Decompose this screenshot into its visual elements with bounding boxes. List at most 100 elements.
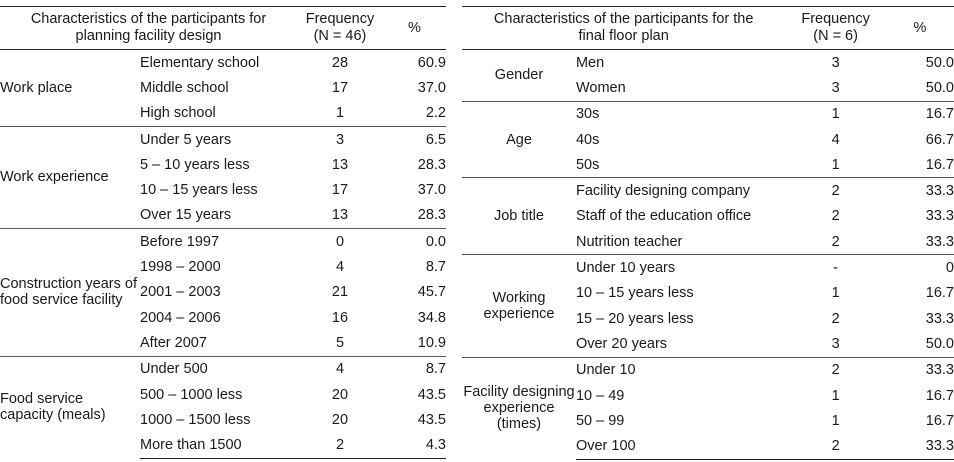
frequency-cell: 4 — [297, 355, 383, 382]
percent-cell: 45.7 — [417, 284, 446, 301]
category-cell: Under 5 years — [140, 125, 297, 153]
group-label: Age — [462, 100, 576, 178]
table-row: After 2007 5 10.9 — [0, 330, 446, 356]
frequency-cell: 17 — [331, 79, 349, 96]
category-cell: Staff of the education office — [575, 208, 752, 225]
frequency-cell: 2 — [831, 310, 840, 327]
table-row: 40s 4 66.7 — [462, 127, 954, 152]
table-row: 2004 – 2006 16 34.8 — [0, 305, 446, 330]
percent-cell: 37.0 — [417, 79, 446, 96]
frequency-cell: 3 — [831, 79, 840, 96]
table-row: 50s 1 16.7 — [462, 152, 954, 178]
category-cell: Men — [575, 49, 786, 76]
frequency-cell: - — [785, 254, 886, 281]
table-row: 500 – 1000 less 20 43.5 — [0, 382, 446, 407]
group-label: Working experience — [462, 254, 576, 358]
header-characteristics: Characteristics of the participants for … — [0, 6, 297, 50]
frequency-cell: 20 — [331, 386, 349, 403]
percent-cell: 43.5 — [417, 411, 446, 428]
percent-cell: 33.3 — [885, 356, 954, 383]
frequency-cell: 2 — [831, 233, 840, 250]
category-cell: Nutrition teacher — [575, 233, 683, 250]
group-label: Food service capacity (meals) — [0, 355, 140, 459]
header-row: Characteristics of the participants for … — [0, 6, 446, 50]
category-cell: 1998 – 2000 — [140, 259, 221, 276]
category-cell: Under 10 years — [575, 254, 786, 281]
percent-cell: 33.3 — [925, 233, 954, 250]
table-row: 50 – 99 1 16.7 — [462, 408, 954, 433]
group-label: Work place — [0, 49, 140, 127]
category-cell: Facility designing company — [575, 177, 786, 204]
table-row: Over 20 years 3 50.0 — [462, 331, 954, 357]
category-cell: 5 – 10 years less — [140, 156, 250, 173]
frequency-cell: 4 — [831, 131, 840, 148]
category-cell: 50 – 99 — [575, 412, 625, 429]
category-cell: Before 1997 — [140, 228, 297, 255]
category-cell: After 2007 — [140, 334, 207, 351]
category-cell: Over 100 — [575, 433, 786, 460]
table-row: 10 – 49 1 16.7 — [462, 383, 954, 408]
group-label: Construction years of food service facil… — [0, 228, 140, 357]
percent-cell: 8.7 — [425, 259, 446, 276]
category-cell: 40s — [575, 131, 600, 148]
percent-cell: 16.7 — [885, 100, 954, 127]
table-row: High school 1 2.2 — [0, 101, 446, 127]
table-row: Over 15 years 13 28.3 — [0, 203, 446, 229]
category-cell: Over 15 years — [140, 207, 232, 224]
table-row: Women 3 50.0 — [462, 75, 954, 101]
frequency-cell: 2 — [785, 177, 886, 204]
frequency-cell: 5 — [335, 334, 345, 351]
category-cell: 10 – 15 years less — [575, 285, 694, 302]
percent-cell: 33.3 — [925, 310, 954, 327]
category-cell: 2001 – 2003 — [140, 284, 221, 301]
table-row: More than 1500 2 4.3 — [0, 432, 446, 459]
percent-cell: 50.0 — [885, 49, 954, 76]
percent-cell: 50.0 — [925, 79, 954, 96]
table-row: Work place Elementary school 28 60.9 — [0, 49, 446, 127]
percent-cell: 50.0 — [925, 335, 954, 352]
frequency-cell: 3 — [297, 125, 383, 153]
percent-cell: 28.3 — [417, 156, 446, 173]
category-cell: 30s — [575, 100, 786, 127]
category-cell: High school — [140, 105, 216, 122]
table-row: Age 30s 1 16.7 — [462, 100, 954, 178]
table-row: 10 – 15 years less 1 16.7 — [462, 281, 954, 306]
category-cell: 15 – 20 years less — [575, 310, 694, 327]
category-cell: Elementary school — [140, 49, 297, 76]
header-frequency: Frequency (N = 46) — [297, 6, 383, 50]
percent-cell: 43.5 — [417, 386, 446, 403]
percent-cell: 66.7 — [925, 131, 954, 148]
frequency-cell: 21 — [331, 284, 349, 301]
percent-cell: 34.8 — [417, 309, 446, 326]
group-label: Gender — [462, 49, 576, 102]
frequency-cell: 13 — [331, 156, 349, 173]
percent-cell: 33.3 — [885, 433, 954, 460]
header-percent: % — [383, 6, 446, 50]
frequency-cell: 3 — [785, 49, 886, 76]
table-row: 15 – 20 years less 2 33.3 — [462, 306, 954, 331]
percent-cell: 10.9 — [417, 334, 446, 351]
table-row: Nutrition teacher 2 33.3 — [462, 229, 954, 255]
frequency-cell: 17 — [331, 182, 349, 199]
floor-plan-participants-table: Characteristics of the participants for … — [462, 6, 954, 460]
header-percent: % — [885, 6, 954, 50]
frequency-cell: 1 — [785, 100, 886, 127]
percent-cell: 6.5 — [383, 125, 446, 153]
frequency-cell: 1 — [335, 105, 345, 122]
table-row: Working experience Under 10 years -0 — [462, 254, 954, 358]
table-row: Construction years of food service facil… — [0, 228, 446, 357]
category-cell: Women — [575, 79, 626, 96]
frequency-cell: 13 — [331, 207, 349, 224]
frequency-cell: 1 — [831, 156, 840, 173]
table-row: Middle school 17 37.0 — [0, 75, 446, 100]
table-row: Job title Facility designing company 2 33.3 — [462, 177, 954, 255]
frequency-cell: 2 — [785, 433, 886, 460]
frequency-cell: 0 — [297, 228, 383, 255]
category-cell: More than 1500 — [140, 432, 297, 459]
header-frequency: Frequency (N = 6) — [785, 6, 886, 50]
group-label: Facility designing experience (times) — [462, 356, 576, 460]
category-cell: Over 20 years — [575, 335, 668, 352]
table-row: 2001 – 2003 21 45.7 — [0, 280, 446, 305]
table-row: 1998 – 2000 4 8.7 — [0, 254, 446, 279]
